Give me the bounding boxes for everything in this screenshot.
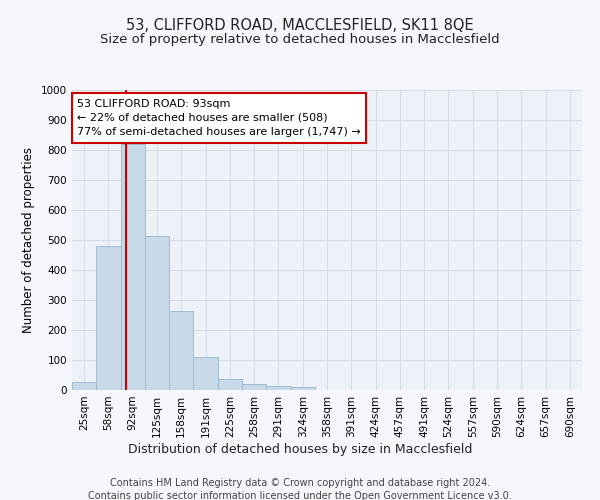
Text: 53, CLIFFORD ROAD, MACCLESFIELD, SK11 8QE: 53, CLIFFORD ROAD, MACCLESFIELD, SK11 8Q… bbox=[126, 18, 474, 32]
Bar bbox=[266, 386, 290, 390]
Y-axis label: Number of detached properties: Number of detached properties bbox=[22, 147, 35, 333]
Text: Contains HM Land Registry data © Crown copyright and database right 2024.: Contains HM Land Registry data © Crown c… bbox=[110, 478, 490, 488]
Bar bbox=[193, 357, 218, 390]
Bar bbox=[218, 378, 242, 390]
Bar bbox=[242, 384, 266, 390]
Bar bbox=[121, 144, 145, 390]
Bar bbox=[169, 310, 193, 390]
Bar bbox=[96, 246, 121, 390]
Bar bbox=[145, 236, 169, 390]
Text: 53 CLIFFORD ROAD: 93sqm
← 22% of detached houses are smaller (508)
77% of semi-d: 53 CLIFFORD ROAD: 93sqm ← 22% of detache… bbox=[77, 99, 361, 137]
Text: Distribution of detached houses by size in Macclesfield: Distribution of detached houses by size … bbox=[128, 442, 472, 456]
Text: Contains public sector information licensed under the Open Government Licence v3: Contains public sector information licen… bbox=[88, 491, 512, 500]
Text: Size of property relative to detached houses in Macclesfield: Size of property relative to detached ho… bbox=[100, 32, 500, 46]
Bar bbox=[290, 387, 315, 390]
Bar bbox=[72, 382, 96, 390]
